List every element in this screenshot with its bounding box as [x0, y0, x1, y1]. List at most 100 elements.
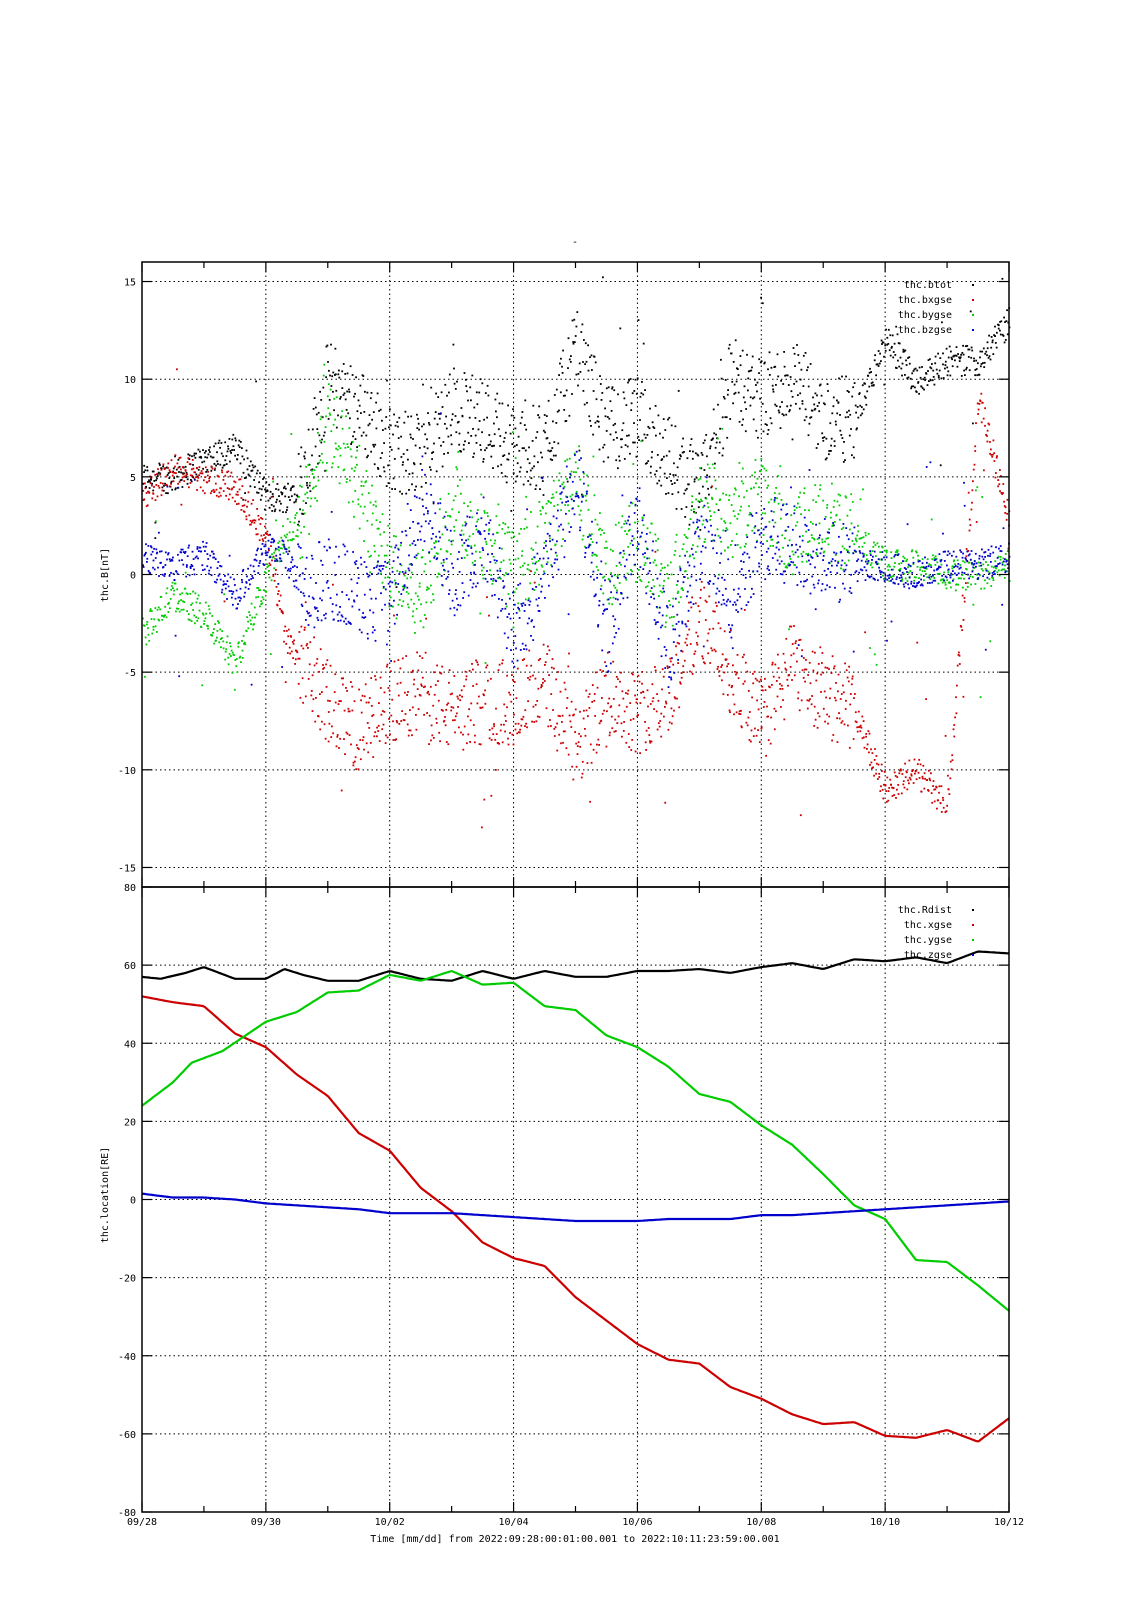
data-point — [932, 785, 934, 787]
data-point — [440, 672, 443, 675]
data-point — [289, 489, 292, 492]
data-point — [931, 379, 934, 382]
data-point — [416, 651, 418, 654]
data-point — [918, 577, 920, 579]
data-point — [515, 444, 518, 446]
data-point — [265, 490, 267, 493]
data-point — [739, 546, 742, 549]
data-point — [657, 722, 660, 724]
data-point — [503, 454, 506, 457]
data-point — [369, 397, 372, 400]
data-point — [160, 467, 163, 470]
data-point — [251, 575, 254, 577]
data-point — [567, 665, 570, 668]
data-point — [224, 459, 227, 462]
data-point — [418, 582, 421, 585]
data-point — [452, 719, 454, 722]
data-point — [615, 431, 617, 434]
data-point — [446, 550, 449, 553]
data-point — [794, 365, 796, 367]
data-point — [616, 589, 618, 592]
data-point — [496, 531, 499, 534]
data-point — [750, 369, 753, 372]
data-point — [457, 451, 460, 453]
data-point — [823, 690, 826, 693]
data-point — [771, 663, 774, 666]
data-point — [663, 579, 665, 582]
data-point — [794, 564, 796, 566]
data-point — [701, 454, 704, 456]
data-point — [284, 548, 287, 550]
data-point — [963, 561, 966, 564]
data-point — [389, 408, 391, 411]
data-point — [553, 441, 556, 443]
data-point — [301, 556, 304, 559]
data-point — [350, 681, 352, 683]
data-point — [784, 374, 786, 377]
data-point — [334, 442, 337, 445]
data-point — [998, 483, 1001, 486]
data-point — [407, 458, 409, 461]
data-point — [768, 351, 771, 354]
data-point — [326, 395, 329, 398]
data-point — [779, 427, 782, 429]
data-point — [148, 479, 150, 482]
data-point — [424, 651, 427, 654]
data-point — [594, 361, 597, 364]
data-point — [404, 713, 407, 715]
data-point — [519, 566, 522, 569]
data-point — [161, 489, 164, 492]
data-point — [322, 374, 325, 377]
data-point — [218, 622, 220, 624]
data-point — [170, 585, 173, 587]
data-point — [218, 439, 221, 442]
data-point — [951, 565, 954, 568]
data-point — [680, 508, 683, 510]
data-point — [221, 469, 223, 472]
data-point — [343, 620, 345, 623]
data-point — [370, 597, 373, 600]
data-point — [930, 518, 933, 521]
data-point — [780, 517, 782, 520]
data-point — [238, 446, 241, 448]
data-point — [565, 512, 567, 515]
data-point — [706, 639, 709, 642]
data-point — [928, 777, 931, 780]
data-point — [518, 608, 520, 610]
data-point — [290, 487, 292, 490]
data-point — [348, 388, 350, 391]
data-point — [277, 583, 280, 585]
data-point — [819, 646, 822, 649]
data-point — [992, 566, 995, 569]
data-point — [193, 454, 196, 457]
data-point — [821, 652, 824, 654]
data-point — [462, 448, 465, 451]
data-point — [535, 586, 537, 588]
data-point — [915, 769, 917, 772]
data-point — [317, 610, 319, 612]
data-point — [576, 311, 579, 313]
data-point — [873, 359, 876, 362]
data-point — [648, 557, 651, 560]
data-point — [227, 445, 229, 448]
data-point — [170, 480, 173, 483]
data-point — [967, 356, 970, 358]
data-point — [474, 560, 476, 562]
data-point — [180, 479, 183, 481]
data-point — [278, 600, 281, 602]
data-point — [497, 503, 500, 506]
data-point — [307, 647, 309, 649]
data-point — [716, 528, 719, 531]
data-point — [862, 536, 865, 539]
data-point — [935, 786, 938, 789]
data-point — [294, 658, 297, 661]
data-point — [912, 782, 915, 784]
data-point — [514, 558, 517, 561]
data-point — [353, 395, 355, 398]
data-point — [455, 519, 457, 522]
data-point — [468, 442, 470, 444]
data-point — [721, 427, 724, 430]
data-point — [704, 619, 707, 621]
data-point — [659, 432, 661, 435]
data-point — [408, 569, 411, 572]
